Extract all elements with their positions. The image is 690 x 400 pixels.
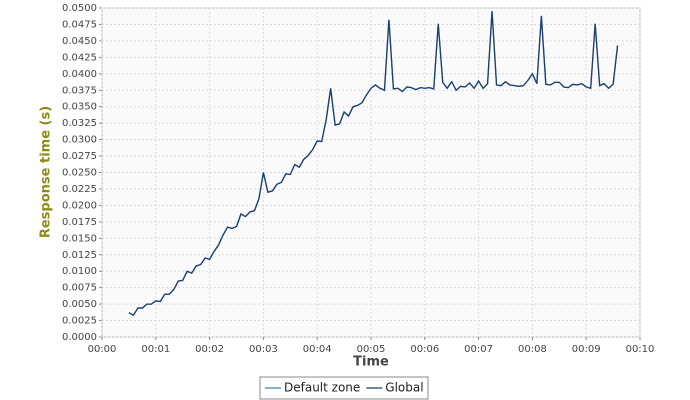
y-tick-label: 0.0475: [62, 19, 97, 30]
y-tick-label: 0.0250: [62, 168, 97, 179]
y-tick-label: 0.0425: [62, 52, 97, 63]
x-tick-label: 00:04: [303, 344, 332, 355]
x-tick-label: 00:01: [141, 344, 170, 355]
legend-label: Default zone: [284, 381, 360, 395]
x-axis-title: Time: [353, 355, 389, 370]
y-tick-label: 0.0025: [62, 316, 97, 327]
y-tick-label: 0.0375: [62, 85, 97, 96]
x-tick-label: 00:00: [88, 344, 117, 355]
x-tick-label: 00:03: [249, 344, 278, 355]
legend-box: [259, 376, 429, 400]
y-tick-label: 0.0325: [62, 118, 97, 129]
y-tick-label: 0.0075: [62, 283, 97, 294]
x-tick-label: 00:06: [410, 344, 439, 355]
x-tick-label: 00:09: [572, 344, 601, 355]
y-tick-label: 0.0350: [62, 102, 97, 113]
series-line: [128, 11, 619, 317]
y-tick-label: 0.0200: [62, 200, 97, 211]
y-tick-label: 0.0050: [62, 299, 97, 310]
y-axis-title: Response time (s): [39, 106, 54, 238]
y-tick-label: 0.0125: [62, 250, 97, 261]
x-tick-label: 00:07: [464, 344, 493, 355]
y-tick-label: 0.0225: [62, 184, 97, 195]
y-tick-label: 0.0175: [62, 217, 97, 228]
y-tick-label: 0.0150: [62, 233, 97, 244]
legend-label: Global: [385, 381, 423, 395]
y-tick-label: 0.0500: [62, 3, 97, 14]
x-tick-label: 00:02: [195, 344, 224, 355]
x-tick-label: 00:08: [518, 344, 547, 355]
y-tick-label: 0.0100: [62, 266, 97, 277]
y-tick-label: 0.0400: [62, 69, 97, 80]
y-tick-label: 0.0000: [62, 332, 97, 343]
y-tick-label: 0.0450: [62, 36, 97, 47]
x-tick-label: 00:10: [626, 344, 655, 355]
x-tick-label: 00:05: [357, 344, 386, 355]
y-tick-label: 0.0300: [62, 135, 97, 146]
y-tick-label: 0.0275: [62, 151, 97, 162]
